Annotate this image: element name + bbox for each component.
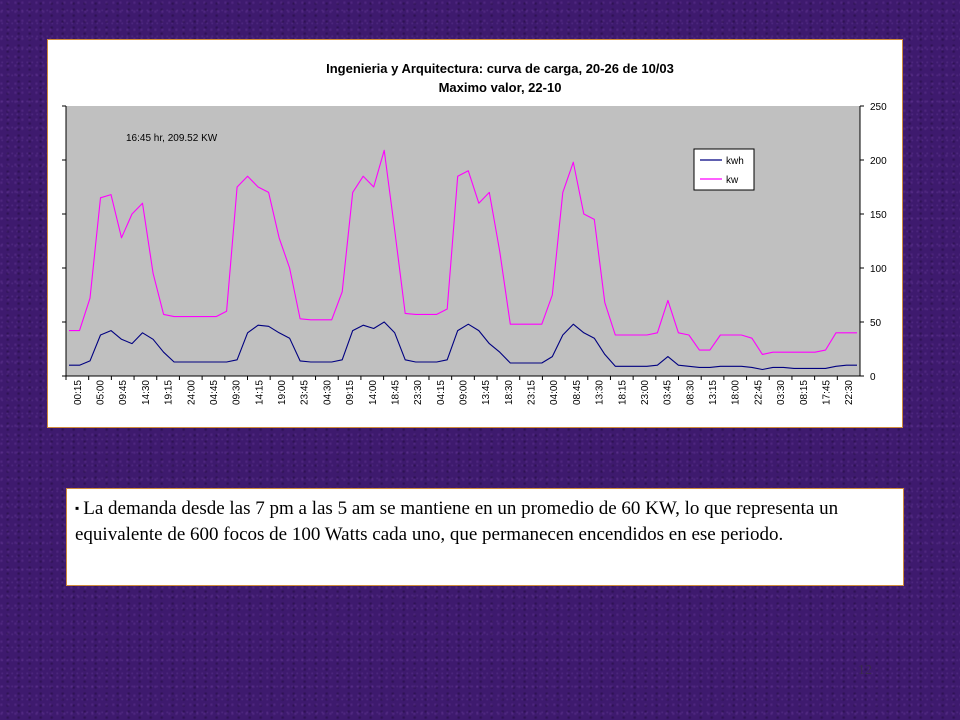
x-tick-label: 08:45 <box>572 380 583 405</box>
x-tick-label: 03:30 <box>776 380 787 405</box>
x-tick-label: 04:15 <box>436 380 447 405</box>
y-tick-label: 250 <box>870 102 887 113</box>
x-tick-label: 08:15 <box>799 380 810 405</box>
legend: kwh kw <box>693 148 755 191</box>
x-tick-label: 13:45 <box>481 380 492 405</box>
x-tick-label: 19:00 <box>277 380 288 405</box>
series-line-kw <box>69 149 857 355</box>
y-tick-label: 50 <box>870 318 882 329</box>
x-tick-label: 18:15 <box>617 380 628 405</box>
x-tick-label: 14:15 <box>254 380 265 405</box>
x-tick-label: 18:45 <box>390 380 401 405</box>
x-tick-label: 23:00 <box>640 380 651 405</box>
chart-subtitle: Maximo valor, 22-10 <box>439 80 562 95</box>
x-tick-label: 14:00 <box>368 380 379 405</box>
y-tick-label: 100 <box>870 264 887 275</box>
y-tick-label: 0 <box>870 372 876 383</box>
peak-annotation: 16:45 hr, 209.52 KW <box>126 133 218 144</box>
x-tick-label: 17:45 <box>821 380 832 405</box>
x-tick-label: 09:15 <box>345 380 356 405</box>
note-text-box: ▪ La demanda desde las 7 pm a las 5 am se… <box>66 488 904 586</box>
series-lines <box>69 149 857 371</box>
x-axis-ticks: 00:15 05:00 09:45 14:30 19:15 24:00 04:45 09:30… <box>65 376 855 405</box>
x-tick-label: 23:15 <box>527 380 538 405</box>
x-tick-label: 04:30 <box>322 380 333 405</box>
x-tick-label: 04:45 <box>209 380 220 405</box>
x-tick-label: 09:30 <box>232 380 243 405</box>
x-tick-label: 22:45 <box>753 380 764 405</box>
x-tick-label: 22:30 <box>844 380 855 405</box>
y-axis-ticks: 0 50 100 150 200 250 <box>62 102 887 383</box>
x-tick-label: 05:00 <box>96 380 107 405</box>
chart-title: Ingenieria y Arquitectura: curva de carg… <box>326 61 674 76</box>
x-tick-label: 14:30 <box>141 380 152 405</box>
x-tick-label: 24:00 <box>186 380 197 405</box>
x-tick-label: 09:00 <box>459 380 470 405</box>
x-tick-label: 23:30 <box>413 380 424 405</box>
legend-kwh-label: kwh <box>726 156 744 167</box>
x-tick-label: 08:30 <box>685 380 696 405</box>
x-tick-label: 23:45 <box>300 380 311 405</box>
x-tick-label: 09:45 <box>118 380 129 405</box>
x-tick-label: 18:00 <box>731 380 742 405</box>
series-line-kwh <box>69 321 857 371</box>
note-text: La demanda desde las 7 pm a las 5 am se … <box>75 498 839 545</box>
chart-frame: Ingenieria y Arquitectura: curva de carg… <box>47 39 903 428</box>
legend-kw-label: kw <box>726 175 739 186</box>
x-tick-label: 19:15 <box>164 380 175 405</box>
x-tick-label: 04:00 <box>549 380 560 405</box>
bullet-icon: ▪ <box>75 501 80 515</box>
x-tick-label: 13:15 <box>708 380 719 405</box>
y-tick-label: 150 <box>870 210 887 221</box>
x-tick-label: 13:30 <box>595 380 606 405</box>
x-tick-label: 03:45 <box>663 380 674 405</box>
x-tick-label: 00:15 <box>73 380 84 405</box>
load-curve-chart: Ingenieria y Arquitectura: curva de carg… <box>62 61 887 405</box>
page-number: 12 <box>858 663 872 678</box>
legend-box <box>693 148 755 191</box>
y-tick-label: 200 <box>870 156 887 167</box>
x-tick-label: 18:30 <box>504 380 515 405</box>
